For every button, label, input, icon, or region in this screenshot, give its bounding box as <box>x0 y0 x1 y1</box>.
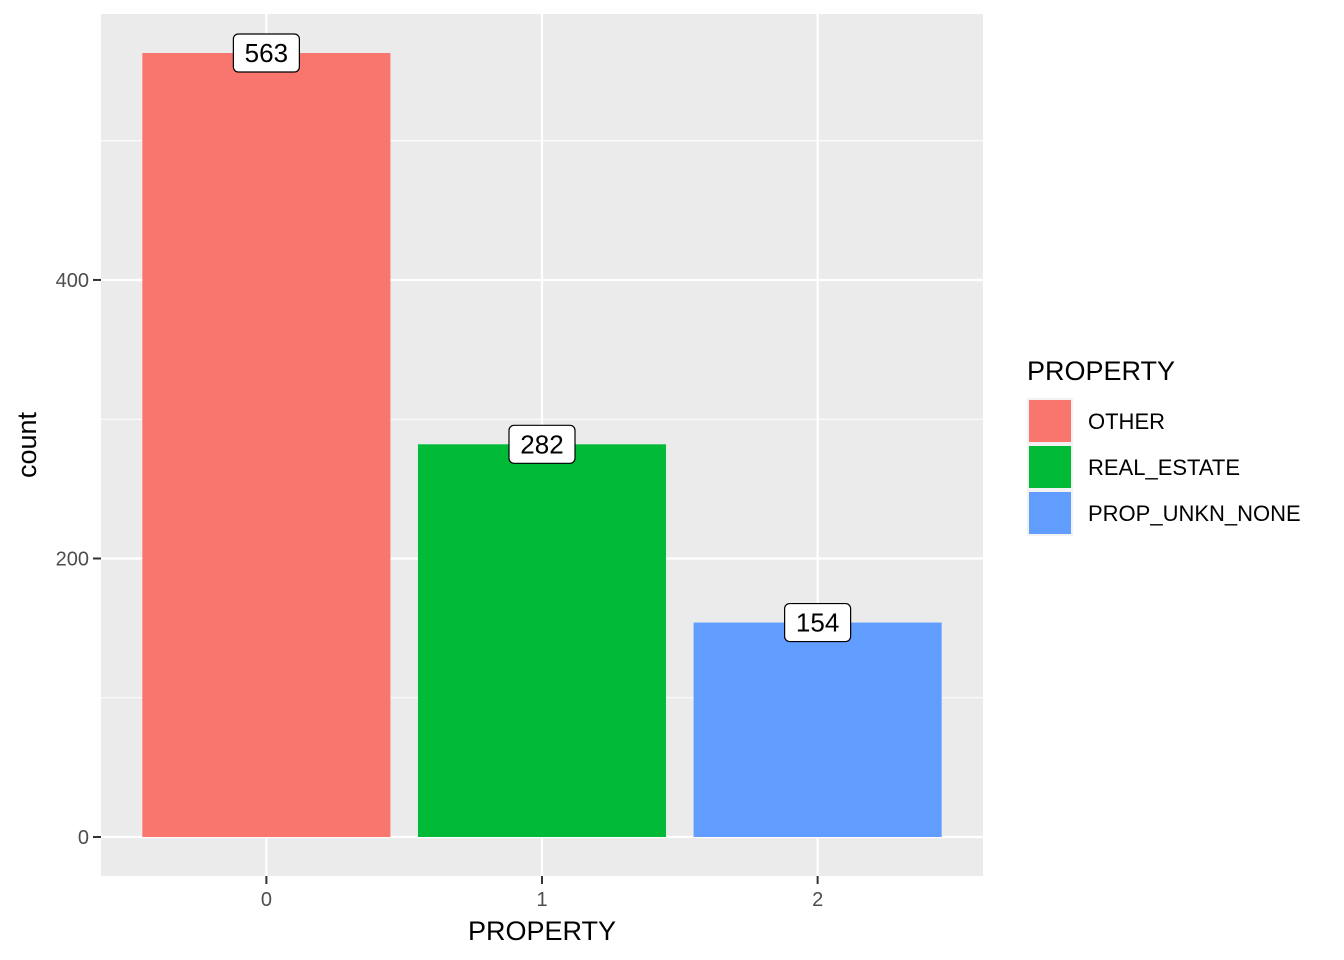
legend-label: REAL_ESTATE <box>1088 455 1240 480</box>
bar-real-estate <box>417 444 667 838</box>
x-tick-label: 1 <box>536 889 547 911</box>
data-label: 154 <box>796 608 839 638</box>
y-axis: 0 200 400 <box>56 270 101 849</box>
x-tick-label: 0 <box>261 889 272 911</box>
legend-items: OTHER REAL_ESTATE PROP_UNKN_NONE <box>1027 398 1301 536</box>
data-label-box <box>508 424 576 464</box>
data-label: 563 <box>245 38 288 68</box>
legend-swatch <box>1029 492 1071 534</box>
x-axis-title: PROPERTY <box>468 916 616 946</box>
bars <box>142 52 942 838</box>
x-tick-label: 2 <box>812 889 823 911</box>
legend-label: OTHER <box>1088 409 1165 434</box>
legend: PROPERTY OTHER REAL_ESTATE PROP_UNKN_NONE <box>1027 356 1301 536</box>
bar-prop-unkn-none <box>693 622 942 838</box>
data-label: 282 <box>520 429 563 459</box>
x-axis: 0 1 2 <box>261 876 823 911</box>
legend-swatch <box>1029 446 1071 488</box>
bar-other <box>142 52 391 838</box>
data-labels: 563 282 154 <box>232 33 852 643</box>
y-axis-title: count <box>12 411 42 478</box>
data-label-box <box>784 602 852 643</box>
legend-label: PROP_UNKN_NONE <box>1088 501 1301 526</box>
y-tick-label: 200 <box>56 548 89 570</box>
y-tick-label: 0 <box>78 827 89 849</box>
legend-title: PROPERTY <box>1027 356 1175 386</box>
legend-swatch <box>1029 400 1071 442</box>
y-tick-label: 400 <box>56 270 89 292</box>
data-label-box <box>232 33 300 73</box>
